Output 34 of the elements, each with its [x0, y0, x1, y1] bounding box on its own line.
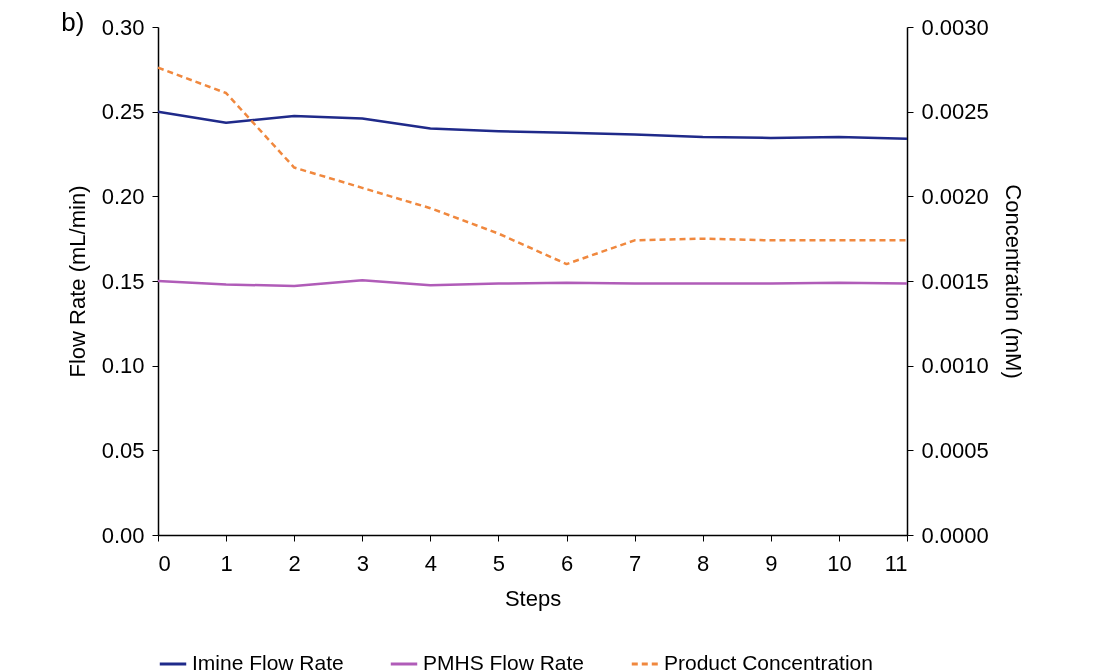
- y-tick-label: 0.20: [101, 183, 145, 209]
- y2-tick-label: 0.0000: [921, 522, 989, 548]
- x-tick-label: 1: [220, 550, 233, 576]
- x-tick-label: 8: [697, 550, 710, 576]
- y-axis-title: Flow Rate (mL/min): [64, 185, 90, 378]
- y2-tick-label: 0.0025: [921, 99, 989, 125]
- x-tick-label: 9: [765, 550, 778, 576]
- legend-label: PMHS Flow Rate: [423, 651, 585, 671]
- legend-label: Imine Flow Rate: [192, 651, 344, 671]
- y-tick-label: 0.30: [101, 14, 145, 40]
- y2-tick-label: 0.0015: [921, 268, 989, 294]
- x-tick-label: 4: [424, 550, 437, 576]
- x-tick-label: 11: [884, 550, 908, 576]
- y2-tick-label: 0.0005: [921, 437, 989, 463]
- text: b): [61, 7, 85, 37]
- x-tick-label: 3: [356, 550, 369, 576]
- y2-tick-label: 0.0010: [921, 353, 989, 379]
- y-tick-label: 0.25: [101, 99, 145, 125]
- x-tick-label: 0: [158, 550, 171, 576]
- x-tick-label: 7: [629, 550, 642, 576]
- y2-tick-label: 0.0030: [921, 14, 989, 40]
- x-tick-label: 2: [288, 550, 301, 576]
- x-tick-label: 10: [827, 550, 852, 576]
- y2-tick-label: 0.0020: [921, 183, 989, 209]
- x-tick-label: 6: [560, 550, 574, 576]
- y-tick-label: 0.05: [101, 437, 145, 463]
- y-tick-label: 0.15: [101, 268, 145, 294]
- y-tick-label: 0.10: [101, 353, 145, 379]
- line-series: [156, 110, 909, 141]
- legend-label: Product Concentration: [664, 651, 873, 671]
- x-axis-title: Steps: [504, 585, 562, 611]
- x-tick-label: 5: [492, 550, 506, 576]
- y2-axis-title: Concentration (mM): [1000, 184, 1026, 379]
- y-tick-label: 0.00: [101, 522, 145, 548]
